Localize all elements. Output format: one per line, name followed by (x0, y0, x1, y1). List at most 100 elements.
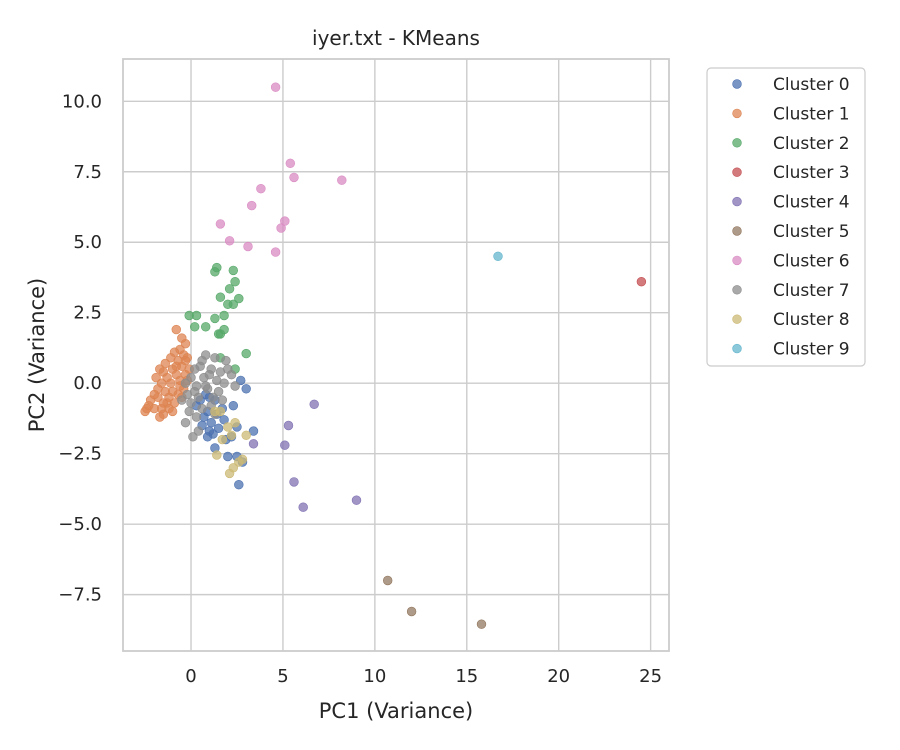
data-point (256, 184, 266, 194)
x-tick-label: 15 (455, 666, 478, 687)
data-point (248, 426, 259, 436)
data-point (270, 247, 281, 257)
legend-marker (732, 167, 742, 177)
data-point (215, 219, 226, 229)
data-point (219, 310, 229, 321)
data-point (224, 236, 235, 246)
x-tick-label: 20 (547, 666, 570, 687)
data-point (142, 403, 152, 414)
data-point (228, 299, 239, 309)
x-axis-ticks: 0 5 10 15 20 25 (185, 666, 662, 687)
legend-item: Cluster 2 (732, 134, 850, 154)
legend-item: Cluster 4 (732, 193, 850, 213)
data-point (241, 348, 251, 359)
x-tick-label: 0 (185, 666, 196, 687)
data-point (193, 426, 204, 436)
data-point (283, 420, 294, 431)
legend-item: Cluster 1 (732, 104, 850, 124)
y-tick-label: 5.0 (73, 232, 102, 253)
data-point (212, 450, 222, 460)
series-1 (140, 324, 194, 422)
data-points (140, 82, 647, 629)
legend-label: Cluster 2 (773, 134, 850, 154)
legend-item: Cluster 0 (732, 75, 850, 95)
data-point (236, 375, 246, 386)
data-point (270, 82, 281, 92)
legend-marker (732, 196, 742, 207)
data-point (337, 175, 347, 185)
series-3 (636, 277, 647, 287)
legend-marker (732, 79, 742, 89)
y-tick-label: 7.5 (73, 162, 102, 183)
legend-box (706, 67, 866, 367)
data-point (208, 392, 218, 402)
data-point (167, 406, 178, 417)
legend-item: Cluster 6 (732, 251, 850, 271)
data-point (190, 322, 200, 332)
data-point (213, 423, 224, 433)
legend-item: Cluster 9 (732, 340, 850, 360)
data-point (230, 418, 240, 428)
data-point (197, 355, 207, 366)
series-7 (177, 350, 240, 442)
x-axis-label: PC1 (Variance) (319, 699, 473, 723)
data-point (213, 386, 224, 397)
legend-marker (732, 343, 742, 354)
data-point (298, 502, 308, 512)
data-point (190, 386, 200, 397)
data-point (177, 333, 187, 343)
data-point (248, 439, 259, 449)
data-point (224, 468, 235, 479)
legend-label: Cluster 7 (773, 281, 850, 301)
legend-marker (732, 226, 742, 236)
data-point (202, 432, 213, 442)
series-2 (184, 262, 251, 374)
data-point (186, 398, 196, 408)
legend-label: Cluster 1 (773, 104, 850, 124)
legend-marker (732, 314, 742, 324)
legend: Cluster 0 Cluster 1 Cluster 2 Cluster 3 Clus… (706, 67, 866, 367)
chart-title: iyer.txt - KMeans (312, 26, 480, 50)
data-point (156, 378, 167, 388)
legend-marker (732, 138, 742, 148)
data-point (221, 355, 231, 366)
grid (123, 59, 669, 651)
data-point (217, 395, 228, 405)
data-point (188, 432, 198, 442)
legend-item: Cluster 8 (732, 310, 850, 330)
data-point (153, 392, 163, 402)
data-point (223, 422, 233, 432)
data-point (476, 619, 487, 629)
data-point (201, 381, 211, 391)
data-point (160, 386, 171, 397)
data-point (230, 381, 240, 391)
legend-item: Cluster 7 (732, 281, 850, 301)
data-point (243, 241, 253, 252)
data-point (289, 477, 299, 487)
legend-label: Cluster 9 (773, 340, 850, 360)
x-tick-label: 10 (363, 666, 386, 687)
data-point (206, 418, 216, 428)
y-axis-ticks: −7.5 −5.0 −2.5 0.0 2.5 5.0 7.5 10.0 (58, 91, 102, 605)
y-tick-label: −5.0 (58, 514, 102, 535)
data-point (180, 355, 191, 366)
data-point (155, 364, 165, 374)
data-point (184, 406, 194, 417)
data-point (228, 401, 239, 411)
legend-label: Cluster 3 (773, 163, 850, 183)
y-tick-label: −2.5 (58, 444, 102, 465)
data-point (636, 277, 647, 287)
y-tick-label: −7.5 (58, 585, 102, 606)
series-6 (215, 82, 347, 257)
data-point (160, 358, 171, 369)
y-tick-label: 10.0 (62, 91, 102, 112)
legend-marker (732, 255, 742, 266)
data-point (166, 378, 176, 388)
y-axis-label: PC2 (Variance) (25, 278, 49, 432)
series-9 (493, 251, 503, 261)
data-point (180, 418, 191, 428)
data-point (276, 223, 286, 233)
data-point (234, 480, 244, 490)
legend-item: Cluster 3 (732, 163, 850, 183)
